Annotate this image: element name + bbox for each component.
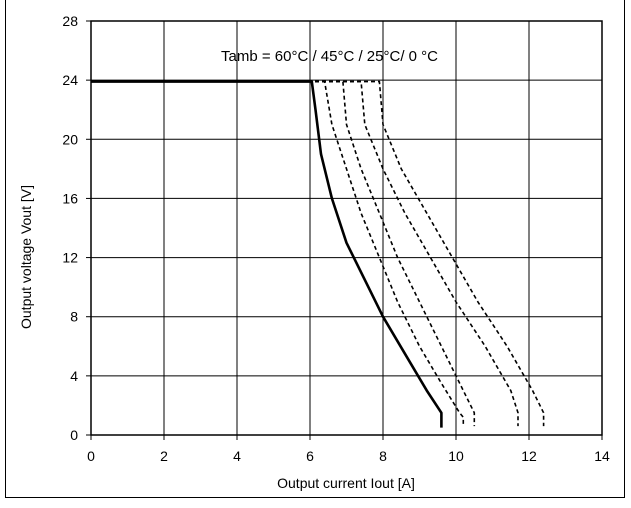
- y-tick-label: 4: [70, 368, 78, 384]
- x-axis-ticks: 0 2 4 6 8 10 12 14: [87, 435, 610, 464]
- y-tick-label: 8: [70, 309, 78, 325]
- x-tick-label: 12: [521, 448, 537, 464]
- x-tick-label: 10: [448, 448, 464, 464]
- series-line-2: [91, 82, 463, 427]
- x-tick-label: 8: [379, 448, 387, 464]
- x-axis-label: Output current Iout [A]: [277, 475, 415, 491]
- y-tick-label: 20: [62, 131, 78, 147]
- y-tick-label: 16: [62, 190, 78, 206]
- y-tick-label: 0: [70, 427, 78, 443]
- y-tick-label: 28: [62, 13, 78, 29]
- series-line-4: [91, 82, 518, 427]
- y-tick-label: 12: [62, 250, 78, 266]
- y-axis-label: Output voltage Vout [V]: [18, 185, 34, 329]
- x-tick-label: 4: [233, 448, 241, 464]
- annotation-text: Tamb = 60°C / 45°C / 25°C/ 0 °C: [221, 48, 438, 65]
- x-tick-label: 0: [87, 448, 95, 464]
- y-tick-label: 24: [62, 72, 78, 88]
- y-axis-ticks: 0 4 8 12 16 20 24 28: [62, 13, 91, 443]
- plot-area: [91, 21, 602, 435]
- x-tick-label: 2: [160, 448, 168, 464]
- grid: [91, 21, 602, 435]
- x-tick-label: 6: [306, 448, 314, 464]
- x-tick-label: 14: [594, 448, 610, 464]
